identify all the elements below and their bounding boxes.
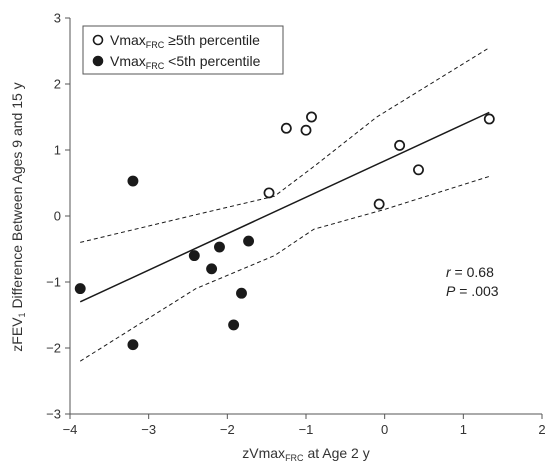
r-annotation: r = 0.68 — [446, 264, 494, 280]
y-tick-label: 1 — [54, 143, 61, 158]
y-label-pre: zFEV — [9, 317, 25, 352]
y-ticks: −3 −2 −1 0 1 2 3 — [46, 11, 70, 422]
open-circle-point — [413, 164, 424, 176]
legend-open-pre: Vmax — [110, 32, 146, 48]
legend-filled-marker — [92, 55, 104, 67]
legend-filled-post: <5th percentile — [164, 53, 260, 69]
x-tick-label: −2 — [220, 422, 235, 437]
p-value: = .003 — [455, 283, 498, 299]
p-annotation: P = .003 — [446, 283, 499, 299]
x-tick-label: 2 — [538, 422, 545, 437]
x-tick-label: −3 — [141, 422, 156, 437]
legend-filled-sub: FRC — [146, 61, 165, 71]
x-label-post: at Age 2 y — [304, 445, 370, 461]
legend-box — [82, 25, 284, 75]
filled-circle-point — [214, 241, 225, 253]
x-ticks: −4 −3 −2 −1 0 1 2 — [63, 414, 546, 437]
open-circle-point — [280, 122, 292, 134]
x-tick-label: −1 — [299, 422, 314, 437]
filled-circle-point — [236, 287, 247, 299]
y-tick-label: 3 — [54, 11, 61, 26]
legend-entry-filled: VmaxFRC <5th percentile — [110, 53, 261, 71]
y-axis-label: zFEV1 Difference Between Ages 9 and 15 y — [9, 82, 27, 351]
legend-open-sub: FRC — [146, 40, 165, 50]
open-circle-point — [306, 111, 317, 123]
y-tick-label: 0 — [54, 209, 61, 224]
filled-circle-point — [206, 263, 218, 275]
y-label-sub: 1 — [17, 312, 27, 317]
filled-circle-point — [74, 283, 86, 295]
open-circle-point — [483, 113, 495, 125]
legend: VmaxFRC ≥5th percentile VmaxFRC <5th per… — [82, 25, 284, 75]
r-value: = 0.68 — [451, 264, 494, 280]
y-label-post: Difference Between Ages 9 and 15 y — [9, 82, 25, 312]
p-symbol: P — [446, 283, 456, 299]
y-tick-label: −3 — [46, 407, 61, 422]
open-circle-point — [373, 198, 385, 210]
filled-circle-point — [127, 339, 139, 351]
open-circle-point — [300, 124, 312, 136]
y-tick-label: 2 — [54, 77, 61, 92]
legend-open-marker — [92, 34, 104, 46]
legend-filled-pre: Vmax — [110, 53, 146, 69]
legend-entry-open: VmaxFRC ≥5th percentile — [110, 32, 260, 50]
filled-circle-point — [127, 175, 139, 187]
x-tick-label: 1 — [460, 422, 467, 437]
filled-circle-point — [188, 250, 200, 262]
x-axis-label: zVmaxFRC at Age 2 y — [242, 445, 369, 463]
legend-open-post: ≥5th percentile — [164, 32, 260, 48]
filled-circle-point — [228, 319, 240, 331]
confidence-band-lower — [79, 175, 490, 362]
regression-line — [79, 111, 490, 303]
open-circle-point — [263, 187, 275, 199]
confidence-bands — [79, 47, 490, 362]
x-tick-label: 0 — [381, 422, 388, 437]
filled-circle-point — [243, 235, 255, 247]
y-tick-label: −1 — [46, 275, 61, 290]
data-points — [74, 111, 495, 351]
r-symbol: r — [446, 264, 452, 280]
open-circle-point — [394, 139, 406, 151]
x-label-pre: zVmax — [242, 445, 285, 461]
confidence-band-upper — [80, 47, 490, 243]
x-tick-label: −4 — [63, 422, 78, 437]
y-tick-label: −2 — [46, 341, 61, 356]
x-label-sub: FRC — [285, 453, 304, 463]
